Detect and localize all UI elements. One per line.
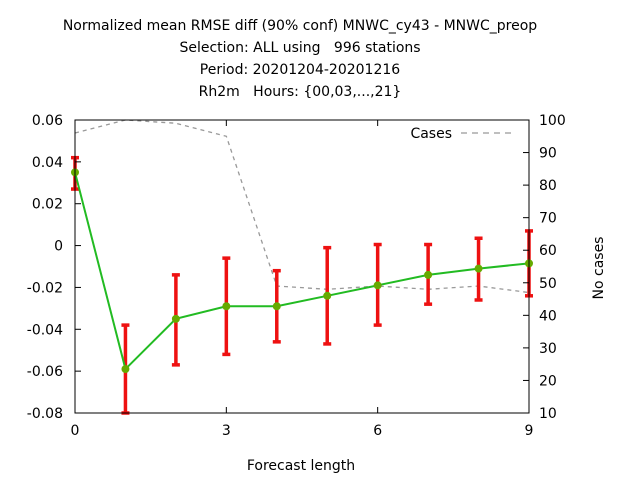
data-point-8 [474,264,483,273]
plot-frame [74,119,530,414]
data-point-6 [373,281,382,290]
chart-title-line-1: Normalized mean RMSE diff (90% conf) MNW… [62,18,538,34]
y2-axis-label: No cases [591,237,607,300]
y-tick-label-3: -0.02 [27,280,63,296]
y2-tick-label-0: 10 [539,406,557,422]
x-axis-label: Forecast length [247,458,355,474]
y-tick-label-6: 0.04 [32,155,63,171]
y2-tick-label-9: 100 [539,113,566,129]
y-tick-label-0: -0.08 [27,406,63,422]
legend-label-cases: Cases [410,126,452,142]
y2-tick-label-1: 20 [539,373,557,389]
data-point-4 [272,302,281,311]
cases-series-line [74,119,530,294]
y-tick-label-7: 0.06 [32,113,63,129]
chart-title-line-4: Rh2m Hours: {00,03,...,21} [198,84,402,100]
data-point-7 [424,270,433,279]
x-tick-label-1: 3 [222,423,231,439]
data-point-3 [222,302,231,311]
y2-tick-label-7: 80 [539,178,557,194]
y-tick-label-4: 0 [54,239,63,255]
y2-tick-label-4: 50 [539,276,557,292]
y2-tick-label-6: 70 [539,211,557,227]
y2-tick-label-5: 60 [539,243,557,259]
data-point-5 [323,291,332,300]
data-point-2 [171,314,180,323]
x-tick-label-2: 6 [373,423,382,439]
y-tick-label-2: -0.04 [27,322,63,338]
y-tick-label-1: -0.06 [27,364,63,380]
y-tick-label-5: 0.02 [32,197,63,213]
chart-title-line-3: Period: 20201204-20201216 [199,62,401,78]
y2-tick-label-3: 40 [539,308,557,324]
y2-tick-label-2: 30 [539,341,557,357]
rmse-diff-series-line [74,172,530,371]
y2-tick-label-8: 90 [539,146,557,162]
x-tick-label-3: 9 [525,423,534,439]
x-tick-label-0: 0 [71,423,80,439]
chart-title-line-2: Selection: ALL using 996 stations [179,40,421,56]
data-point-1 [121,365,130,374]
